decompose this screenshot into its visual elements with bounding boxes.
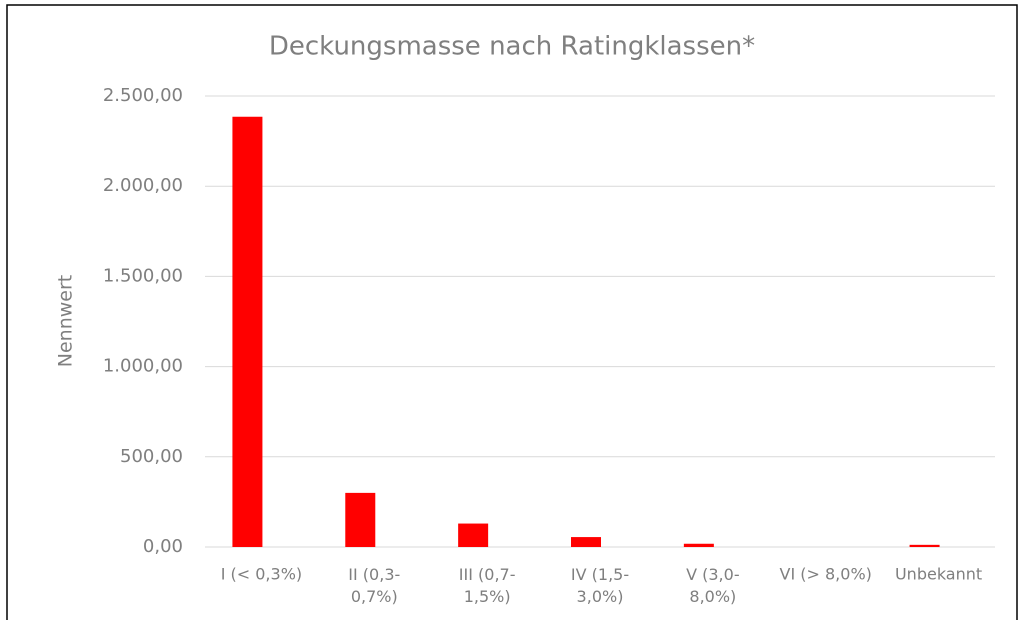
x-tick-label: Unbekannt	[895, 565, 982, 584]
y-tick-label: 2.500,00	[103, 85, 183, 106]
x-tick-label: V (3,0-8,0%)	[686, 565, 740, 606]
x-tick-label: VI (> 8,0%)	[780, 565, 872, 584]
y-tick-label: 1.500,00	[103, 265, 183, 286]
bar	[909, 544, 940, 547]
x-tick-label: I (< 0,3%)	[221, 565, 302, 584]
bar	[345, 492, 376, 547]
y-axis-label: Nennwert	[55, 275, 77, 367]
bar	[571, 537, 601, 547]
bar	[458, 523, 489, 547]
x-tick-label: III (0,7-1,5%)	[459, 565, 516, 606]
bar	[683, 543, 714, 547]
chart-frame	[6, 4, 1018, 620]
y-tick-label: 2.000,00	[103, 175, 183, 196]
bar	[232, 116, 263, 547]
y-tick-label: 500,00	[120, 446, 183, 467]
y-tick-label: 1.000,00	[103, 356, 183, 377]
y-tick-label: 0,00	[143, 536, 183, 557]
chart-title: Deckungsmasse nach Ratingklassen*	[269, 32, 755, 62]
x-tick-label: II (0,3-0,7%)	[348, 565, 400, 606]
x-tick-label: IV (1,5-3,0%)	[571, 565, 629, 606]
